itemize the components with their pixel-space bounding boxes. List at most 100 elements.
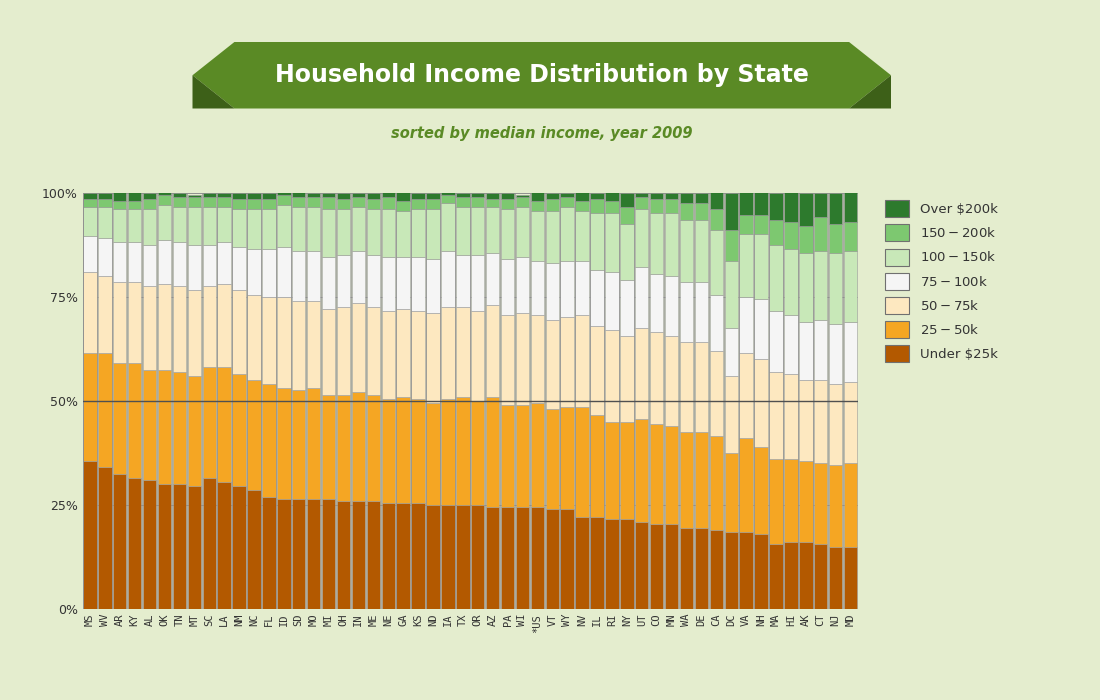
Bar xyxy=(591,415,604,517)
Bar xyxy=(664,214,679,276)
Bar xyxy=(486,305,499,397)
Bar xyxy=(277,297,290,389)
Bar xyxy=(396,201,410,211)
Bar xyxy=(664,524,679,609)
Bar xyxy=(157,284,172,370)
Bar xyxy=(98,199,111,207)
Bar xyxy=(471,197,484,207)
Bar xyxy=(232,193,245,199)
Bar xyxy=(755,359,768,447)
Bar xyxy=(500,259,514,316)
Bar xyxy=(500,316,514,405)
Bar xyxy=(456,193,470,197)
Bar xyxy=(248,199,261,209)
Bar xyxy=(322,209,335,257)
Bar xyxy=(725,376,738,453)
Bar xyxy=(814,380,827,463)
Bar xyxy=(620,336,634,421)
Bar xyxy=(292,207,306,251)
Bar xyxy=(456,307,470,397)
Bar xyxy=(427,259,440,314)
Bar xyxy=(307,197,320,207)
Bar xyxy=(725,532,738,609)
Bar xyxy=(98,193,111,199)
Bar xyxy=(441,399,454,505)
Bar xyxy=(725,261,738,328)
Bar xyxy=(784,316,798,374)
Bar xyxy=(755,447,768,534)
Bar xyxy=(516,195,529,197)
Bar xyxy=(218,482,231,609)
Bar xyxy=(814,218,827,251)
Bar xyxy=(143,370,156,480)
Bar xyxy=(486,507,499,609)
Bar xyxy=(755,534,768,609)
Bar xyxy=(829,253,843,323)
Bar xyxy=(591,193,604,199)
Bar xyxy=(232,199,245,209)
Bar xyxy=(605,421,618,519)
Bar xyxy=(366,193,379,199)
Bar xyxy=(769,545,783,609)
Bar xyxy=(546,263,559,319)
Bar xyxy=(530,201,544,211)
Bar xyxy=(605,193,618,201)
Bar xyxy=(739,297,752,353)
Bar xyxy=(650,332,663,424)
Bar xyxy=(427,505,440,609)
Bar xyxy=(188,486,201,609)
Bar xyxy=(725,193,738,230)
Bar xyxy=(173,193,186,197)
Bar xyxy=(635,267,649,328)
Bar xyxy=(725,453,738,532)
Bar xyxy=(561,509,574,609)
Bar xyxy=(352,197,365,207)
Bar xyxy=(844,222,857,251)
Bar xyxy=(98,276,111,353)
Bar xyxy=(546,409,559,509)
Bar xyxy=(157,205,172,240)
Bar xyxy=(143,199,156,209)
Bar xyxy=(248,193,261,199)
Bar xyxy=(427,193,440,199)
Bar xyxy=(366,209,379,255)
Bar xyxy=(739,234,752,297)
Bar xyxy=(829,224,843,253)
Bar xyxy=(739,353,752,438)
Bar xyxy=(769,244,783,312)
Bar xyxy=(620,193,634,207)
Bar xyxy=(650,214,663,274)
Bar xyxy=(218,368,231,482)
Bar xyxy=(575,407,589,517)
Bar xyxy=(248,209,261,248)
Bar xyxy=(382,503,395,609)
Bar xyxy=(218,197,231,207)
Bar xyxy=(829,466,843,547)
Bar xyxy=(337,255,350,307)
Bar xyxy=(322,395,335,498)
Bar xyxy=(799,193,813,226)
Bar xyxy=(755,216,768,234)
Bar xyxy=(382,257,395,312)
Bar xyxy=(262,209,276,248)
Bar xyxy=(98,353,111,468)
Bar xyxy=(322,498,335,609)
Bar xyxy=(516,314,529,405)
Bar xyxy=(814,463,827,545)
Bar xyxy=(248,380,261,490)
Bar xyxy=(322,193,335,197)
Bar xyxy=(157,484,172,609)
Bar xyxy=(337,209,350,255)
Bar xyxy=(591,214,604,270)
Bar xyxy=(113,282,127,363)
Polygon shape xyxy=(849,76,891,108)
Bar xyxy=(844,251,857,321)
Bar xyxy=(799,542,813,609)
Bar xyxy=(575,316,589,407)
Bar xyxy=(829,547,843,609)
Bar xyxy=(471,193,484,197)
Bar xyxy=(366,199,379,209)
Bar xyxy=(307,251,320,301)
Bar xyxy=(84,353,97,461)
Bar xyxy=(530,402,544,507)
